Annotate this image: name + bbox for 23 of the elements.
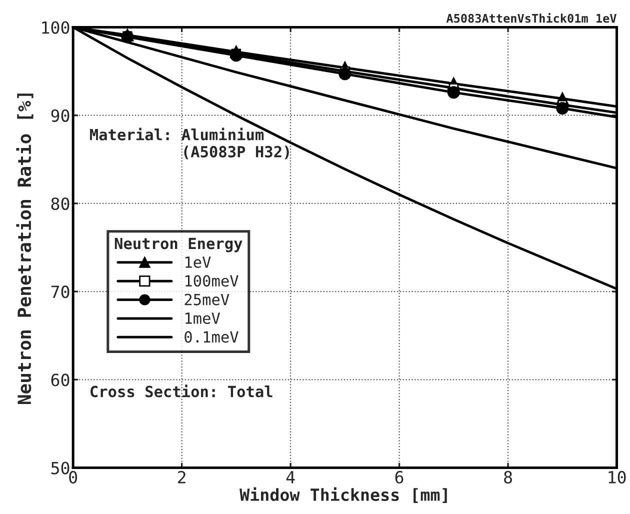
legend-label: 25meV — [184, 294, 230, 306]
y-tick-label: 80 — [51, 197, 70, 210]
x-tick-label: 2 — [178, 470, 186, 484]
y-tick-label: 70 — [51, 286, 70, 298]
legend-label: 100meV — [185, 275, 238, 287]
x-tick-label: 4 — [286, 471, 295, 484]
y-tick-label: 100 — [42, 21, 70, 34]
y-tick-label: 50 — [51, 462, 70, 474]
x-tick-label: 0 — [69, 470, 78, 484]
y-tick-label: 60 — [51, 374, 70, 386]
legend-label: 0.1meV — [184, 331, 238, 343]
annotation: Cross Section: Total — [90, 384, 272, 398]
y-tick-label: 90 — [51, 109, 70, 122]
x-tick-label: 8 — [504, 470, 512, 484]
text: A5083AttenVsThick01m 1eV — [446, 12, 616, 23]
annotation: Material: Aluminium (A5083P H32) — [90, 128, 289, 160]
y-axis-title: Neutron Penetration Ratio [%] — [16, 94, 34, 404]
x-tick-label: 6 — [395, 470, 404, 484]
legend-title: Neutron Energy — [114, 238, 242, 252]
x-axis-title: Window Thickness [mm] — [240, 487, 447, 503]
legend-label: 1meV — [185, 312, 220, 324]
x-tick-label: 10 — [608, 470, 626, 484]
legend-label: 1eV — [185, 256, 211, 268]
